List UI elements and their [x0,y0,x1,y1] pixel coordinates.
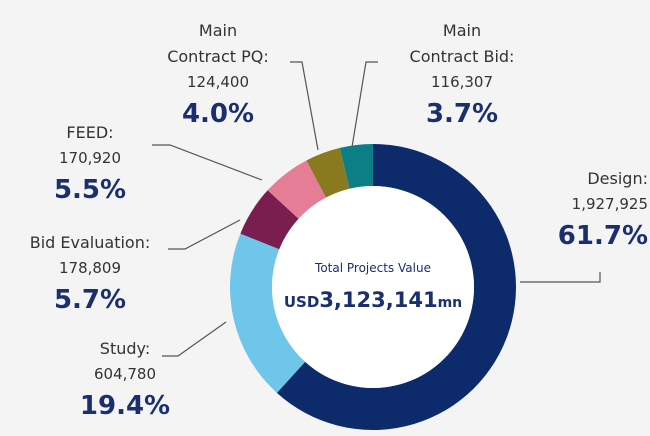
data-label: Study: 604,780 19.4% [35,336,215,426]
leader-line [162,321,227,357]
data-label: Bid Evaluation: 178,809 5.7% [0,230,180,320]
data-label: Design: 1,927,925 61.7% [468,166,648,256]
wedge [229,233,306,393]
data-label: Main Contract Bid: 116,307 3.7% [372,18,552,134]
category-label: Study: [99,339,151,358]
percent-label: 61.7% [557,221,648,251]
center-suffix: mn [438,295,463,311]
leader-line [351,61,378,148]
wedge [276,144,516,430]
wedge [267,160,326,219]
data-label: FEED: 170,920 5.5% [0,120,180,210]
category-label: Design: [587,169,648,188]
leader-line [290,61,319,151]
leader-line [168,219,241,250]
category-label: Main Contract Bid: [409,21,515,66]
leader-line [152,144,263,181]
center-hole [272,186,474,388]
percent-label: 3.7% [425,99,499,129]
leader-lines [152,61,601,357]
data-label: Main Contract PQ: 124,400 4.0% [128,18,308,134]
center-number: 3,123,141 [319,288,437,312]
value-label: 116,307 [430,73,494,91]
percent-label: 5.5% [53,175,127,205]
percent-label: 4.0% [181,99,255,129]
center-prefix: USD [284,293,319,311]
center-value: USD3,123,141mn [284,288,462,312]
wedge [240,190,299,250]
category-label: Main Contract PQ: [167,21,269,66]
category-label: Bid Evaluation: [29,233,151,252]
wedge [339,144,373,189]
percent-label: 5.7% [53,285,127,315]
wedge [306,147,350,198]
center-title: Total Projects Value [314,261,431,275]
value-label: 178,809 [58,259,122,277]
value-label: 604,780 [93,365,157,383]
value-label: 1,927,925 [571,195,648,213]
leader-line [520,272,601,283]
category-label: FEED: [66,123,114,142]
value-label: 124,400 [186,73,250,91]
percent-label: 19.4% [79,391,171,421]
value-label: 170,920 [58,149,122,167]
